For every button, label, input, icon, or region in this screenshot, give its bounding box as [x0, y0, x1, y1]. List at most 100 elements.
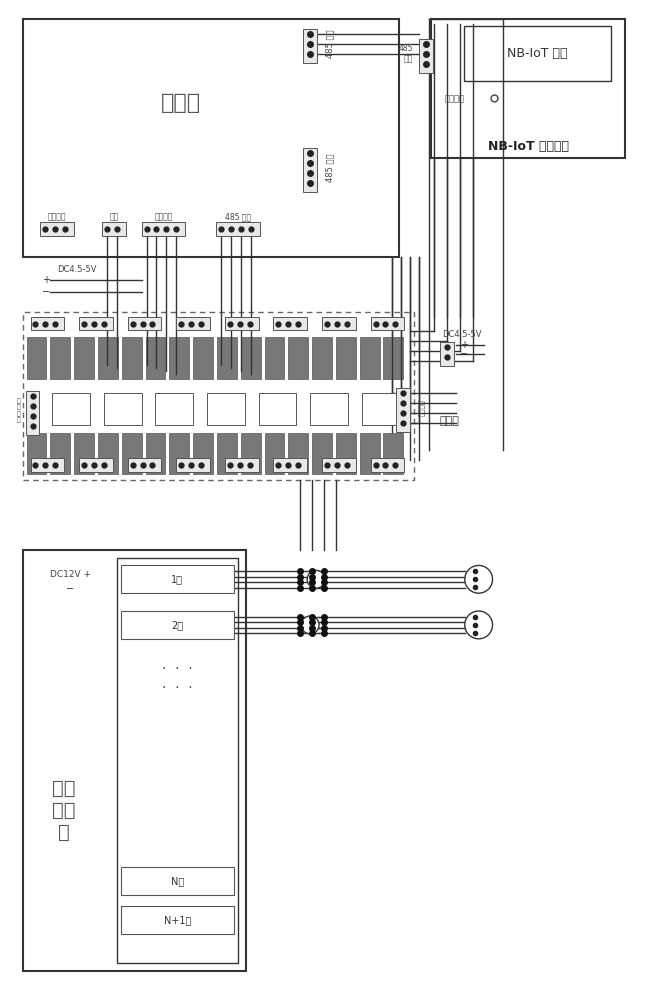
Bar: [288, 433, 308, 474]
Text: 485 接口: 485 接口: [325, 30, 334, 58]
Bar: [98, 433, 118, 474]
Text: DC12V +: DC12V +: [51, 570, 91, 579]
Bar: [288, 337, 308, 379]
Text: DC4.5-5V: DC4.5-5V: [442, 330, 481, 339]
Text: ·  ·  ·: · · ·: [162, 681, 192, 695]
Text: 控制器: 控制器: [161, 93, 202, 113]
Text: 2层: 2层: [171, 620, 183, 630]
Text: 气
管
输
出: 气 管 输 出: [17, 398, 21, 423]
Bar: [303, 148, 317, 192]
Bar: [51, 433, 70, 474]
Bar: [362, 393, 399, 425]
Bar: [431, 19, 625, 158]
Bar: [98, 337, 118, 379]
Text: DC4.5-5V: DC4.5-5V: [57, 265, 97, 274]
Bar: [104, 393, 141, 425]
Bar: [264, 337, 284, 379]
Bar: [79, 458, 113, 472]
Bar: [193, 433, 213, 474]
Bar: [217, 337, 237, 379]
Text: 电梯
操纵
盘: 电梯 操纵 盘: [52, 779, 76, 842]
Bar: [74, 433, 94, 474]
Text: 控制输出: 控制输出: [48, 212, 67, 221]
Bar: [464, 26, 610, 81]
Bar: [360, 433, 380, 474]
Bar: [310, 393, 348, 425]
Bar: [273, 458, 307, 472]
Bar: [169, 433, 189, 474]
Circle shape: [465, 565, 492, 593]
Circle shape: [307, 570, 325, 588]
Bar: [27, 337, 47, 379]
Bar: [121, 867, 234, 895]
Text: −: −: [66, 584, 75, 594]
Text: −: −: [460, 349, 468, 359]
Bar: [371, 458, 404, 472]
Text: N层: N层: [170, 876, 184, 886]
Text: NB-IoT 通信模块: NB-IoT 通信模块: [488, 140, 569, 153]
Text: 扩展板: 扩展板: [439, 416, 459, 426]
Bar: [146, 337, 165, 379]
Bar: [397, 388, 410, 432]
Bar: [23, 312, 414, 480]
Bar: [193, 337, 213, 379]
Text: 扩展输入: 扩展输入: [418, 399, 425, 416]
Bar: [440, 342, 454, 366]
Bar: [264, 433, 284, 474]
Text: 电源: 电源: [110, 212, 119, 221]
Bar: [216, 222, 260, 236]
Bar: [30, 317, 64, 330]
Text: 天线接口: 天线接口: [445, 94, 465, 103]
Bar: [30, 458, 64, 472]
Bar: [102, 222, 126, 236]
Bar: [225, 458, 259, 472]
Bar: [225, 317, 259, 330]
Text: +: +: [42, 275, 51, 285]
Bar: [312, 337, 332, 379]
Bar: [27, 433, 47, 474]
Bar: [79, 317, 113, 330]
Bar: [384, 337, 403, 379]
Bar: [122, 337, 141, 379]
Bar: [336, 433, 356, 474]
Bar: [336, 337, 356, 379]
Bar: [384, 433, 403, 474]
Bar: [259, 393, 296, 425]
Bar: [312, 433, 332, 474]
Bar: [25, 391, 40, 435]
Bar: [371, 317, 404, 330]
Bar: [322, 458, 356, 472]
Bar: [128, 317, 161, 330]
Text: N+1层: N+1层: [163, 915, 191, 925]
Bar: [217, 433, 237, 474]
Text: 485 接口: 485 接口: [225, 212, 251, 221]
Bar: [121, 906, 234, 934]
Text: −: −: [42, 287, 51, 297]
Circle shape: [465, 611, 492, 639]
Text: NB-IoT 芯片: NB-IoT 芯片: [507, 47, 568, 60]
Text: 485
接口: 485 接口: [399, 44, 413, 64]
Bar: [74, 337, 94, 379]
Bar: [146, 433, 165, 474]
Circle shape: [301, 616, 319, 634]
Bar: [121, 565, 234, 593]
Bar: [23, 550, 246, 971]
Bar: [176, 458, 210, 472]
Bar: [207, 393, 245, 425]
Bar: [169, 337, 189, 379]
Bar: [128, 458, 161, 472]
Bar: [121, 611, 234, 639]
Bar: [419, 39, 433, 73]
Bar: [240, 433, 260, 474]
Bar: [303, 29, 317, 63]
Bar: [122, 433, 141, 474]
Bar: [52, 393, 90, 425]
Text: 1层: 1层: [171, 574, 183, 584]
Bar: [117, 558, 238, 963]
Bar: [273, 317, 307, 330]
Bar: [360, 337, 380, 379]
Bar: [51, 337, 70, 379]
Bar: [240, 337, 260, 379]
Bar: [40, 222, 74, 236]
Text: ·  ·  ·: · · ·: [162, 662, 192, 676]
